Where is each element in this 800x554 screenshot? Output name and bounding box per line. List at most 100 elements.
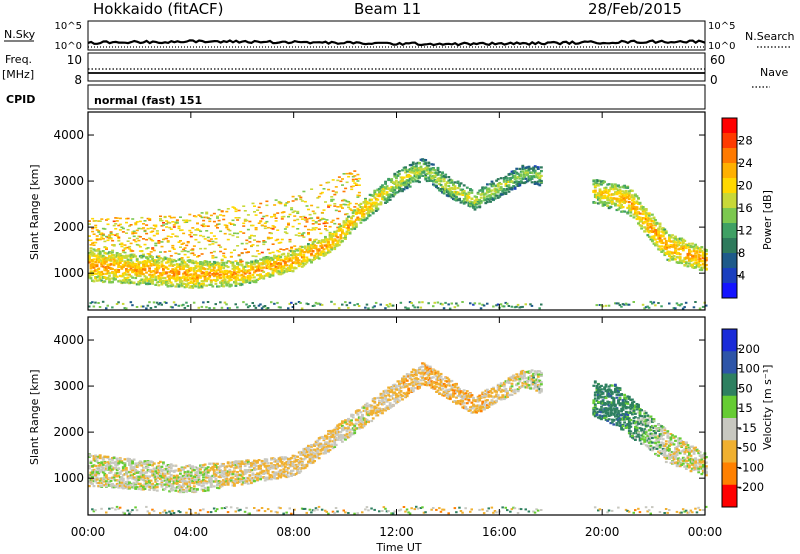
- echo-cell: [200, 282, 204, 286]
- echo-cell: [152, 273, 156, 276]
- echo-cell: [398, 181, 401, 184]
- echo-cell: [293, 261, 296, 264]
- echo-cell: [205, 262, 208, 265]
- echo-cell: [172, 476, 176, 479]
- echo-cell: [357, 217, 361, 220]
- echo-cell: [479, 196, 483, 199]
- echo-cell: [171, 283, 175, 286]
- echo-cell: [698, 248, 702, 251]
- echo-cell: [672, 237, 676, 240]
- echo-cell: [105, 276, 108, 280]
- echo-cell: [121, 466, 125, 469]
- echo-cell: [168, 264, 171, 267]
- echo-cell: [705, 304, 708, 307]
- echo-cell: [183, 265, 187, 268]
- echo-cell: [424, 162, 428, 165]
- echo-cell: [521, 181, 525, 184]
- echo-cell: [694, 266, 697, 269]
- echo-cell: [117, 264, 121, 267]
- echo-cell: [253, 261, 256, 264]
- echo-cell: [253, 205, 256, 207]
- echo-cell: [666, 251, 670, 254]
- echo-cell: [387, 187, 390, 190]
- echo-cell: [95, 237, 99, 240]
- echo-cell: [339, 227, 343, 230]
- echo-cell: [635, 206, 639, 209]
- echo-cell: [663, 231, 667, 234]
- echo-cell: [166, 240, 170, 242]
- echo-cell: [314, 227, 318, 229]
- echo-cell: [370, 204, 374, 207]
- echo-cell: [138, 475, 142, 478]
- echo-cell: [396, 171, 400, 174]
- echo-cell: [105, 465, 108, 468]
- echo-cell: [391, 186, 395, 189]
- echo-cell: [462, 200, 466, 203]
- echo-cell: [248, 269, 252, 272]
- echo-cell: [155, 483, 159, 486]
- echo-cell: [155, 255, 159, 258]
- echo-cell: [152, 234, 156, 237]
- echo-cell: [271, 271, 275, 274]
- echo-cell: [273, 256, 276, 259]
- echo-cell: [202, 284, 205, 287]
- echo-cell: [194, 272, 198, 275]
- echo-cell: [433, 178, 437, 182]
- echo-cell: [189, 267, 193, 270]
- echo-cell: [305, 205, 309, 207]
- echo-cell: [668, 250, 671, 253]
- echo-cell: [489, 190, 492, 193]
- echo-cell: [282, 260, 286, 263]
- echo-cell: [344, 203, 348, 206]
- echo-cell: [413, 172, 417, 175]
- echo-cell: [129, 510, 133, 513]
- echo-cell: [231, 276, 235, 279]
- echo-cell: [640, 227, 643, 230]
- echo-cell: [95, 272, 99, 275]
- echo-cell: [121, 477, 125, 480]
- echo-cell: [174, 469, 178, 472]
- echo-cell: [103, 246, 107, 248]
- echo-cell: [143, 487, 147, 490]
- echo-cell: [442, 188, 446, 191]
- echo-cell: [98, 251, 102, 255]
- echo-cell: [299, 252, 303, 255]
- echo-cell: [398, 187, 401, 191]
- echo-cell: [117, 265, 121, 268]
- echo-cell: [378, 195, 381, 198]
- echo-cell: [635, 195, 639, 198]
- echo-cell: [163, 271, 167, 274]
- echo-cell: [196, 481, 199, 484]
- echo-cell: [222, 255, 226, 257]
- echo-cell: [705, 263, 708, 267]
- echo-cell: [313, 240, 316, 243]
- nave-label: Nave: [760, 66, 788, 79]
- echo-cell: [271, 228, 275, 230]
- echo-cell: [657, 230, 660, 233]
- echo-cell: [149, 280, 153, 283]
- echo-cell: [342, 225, 346, 228]
- echo-cell: [160, 241, 164, 243]
- echo-cell: [216, 278, 219, 281]
- echo-cell: [282, 265, 286, 268]
- echo-cell: [179, 511, 182, 514]
- echo-cell: [627, 201, 631, 204]
- echo-cell: [415, 170, 418, 173]
- echo-cell: [146, 484, 150, 487]
- echo-cell: [203, 225, 207, 227]
- echo-cell: [502, 192, 506, 195]
- echo-cell: [135, 470, 139, 473]
- echo-cell: [214, 279, 218, 282]
- echo-cell: [290, 263, 293, 266]
- echo-cell: [121, 273, 125, 276]
- echo-cell: [155, 466, 159, 470]
- echo-cell: [223, 301, 227, 304]
- echo-cell: [644, 227, 648, 230]
- echo-cell: [452, 183, 455, 186]
- echo-cell: [336, 244, 340, 247]
- echo-cell: [126, 487, 130, 490]
- echo-cell: [182, 261, 185, 264]
- echo-cell: [324, 237, 327, 240]
- echo-cell: [251, 202, 255, 205]
- echo-cell: [411, 180, 415, 183]
